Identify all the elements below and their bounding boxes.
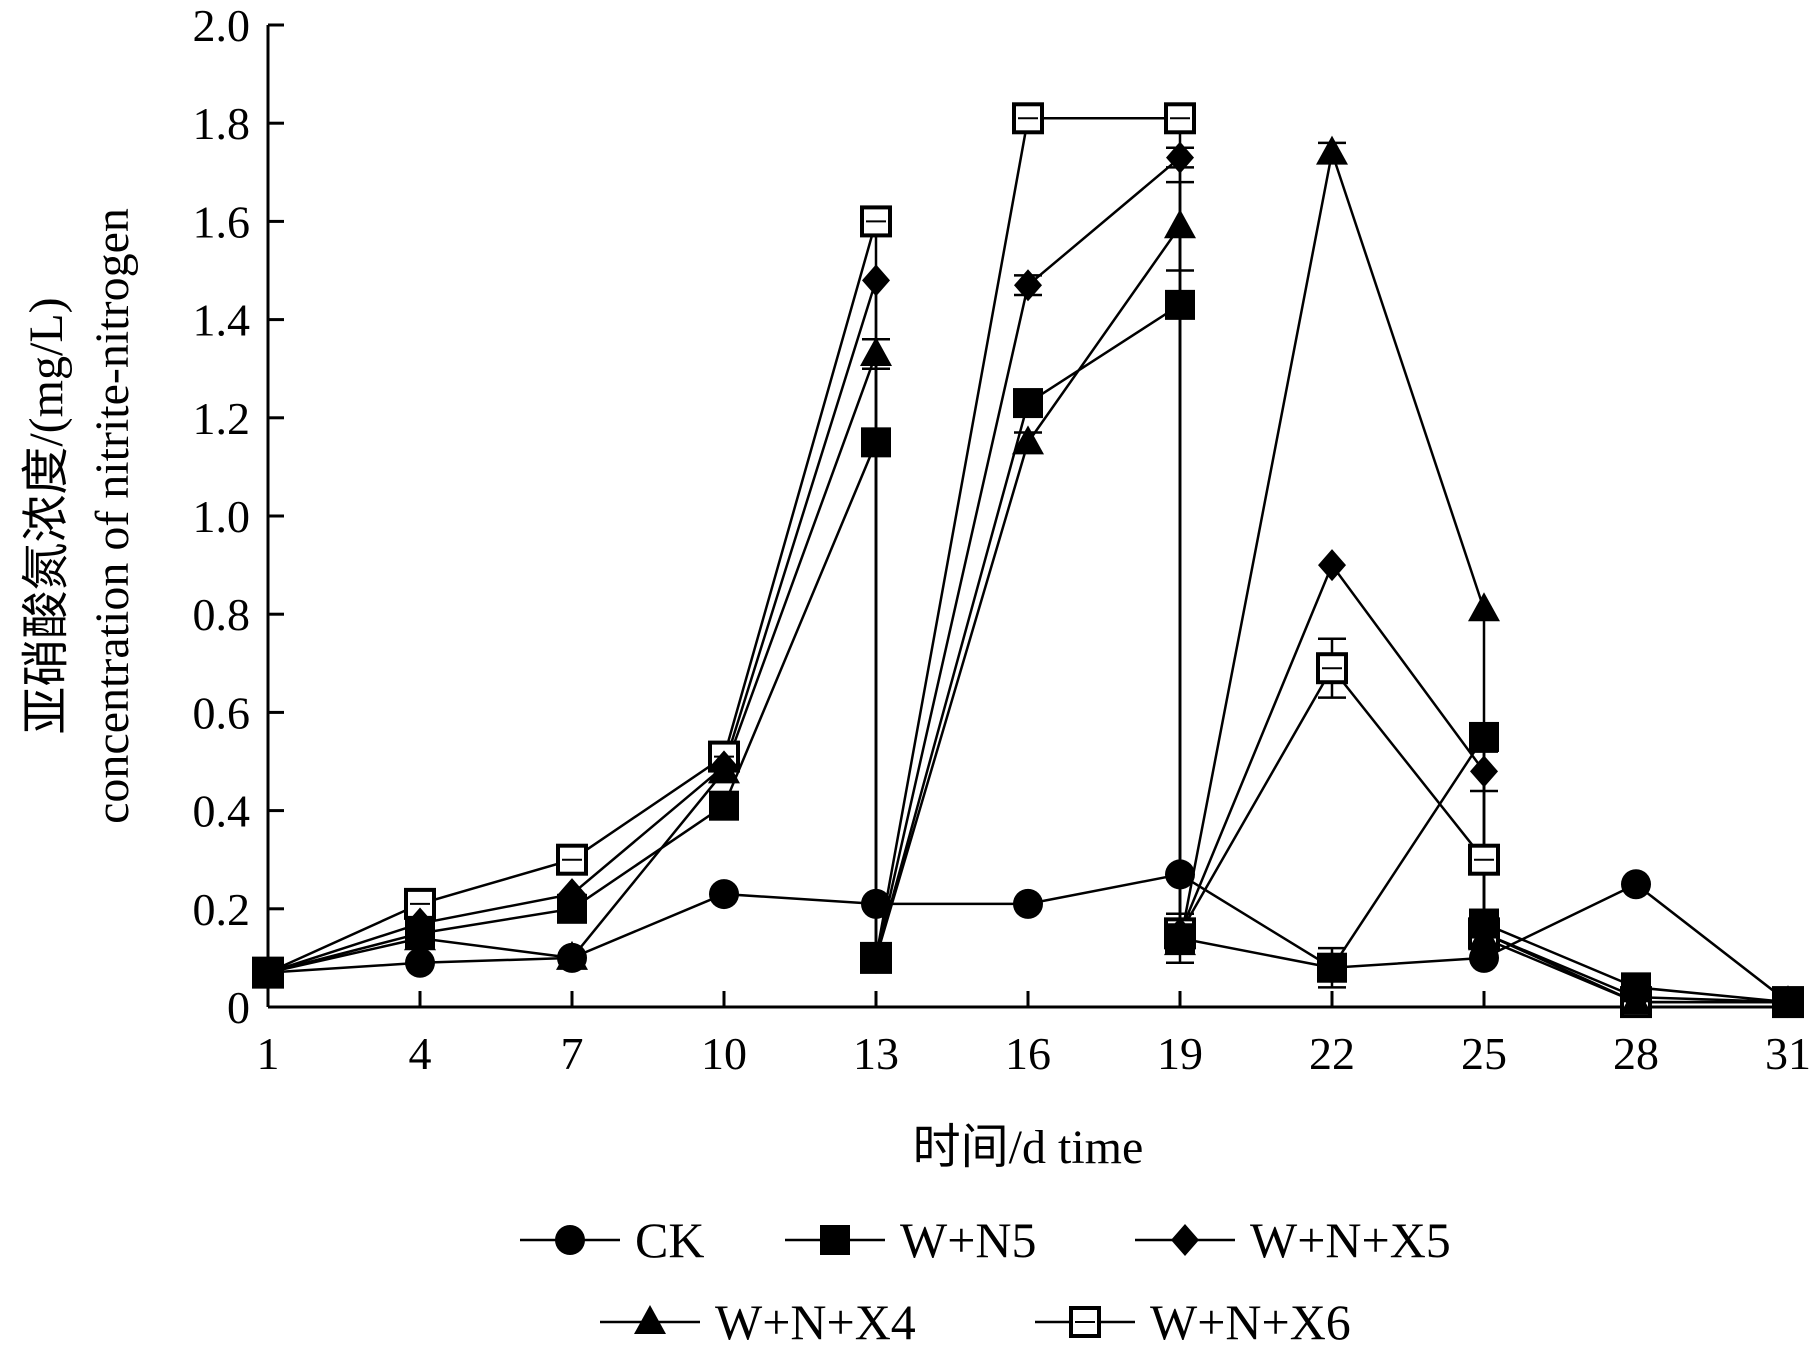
data-point [405, 918, 435, 949]
legend-item: W+N+X5 [1135, 1212, 1451, 1268]
legend: CK W+N5 W+N+X5 W+N+X4 W+N+X6 [520, 1212, 1451, 1346]
data-point [1316, 135, 1348, 165]
data-point [861, 888, 891, 919]
series-lines [267, 117, 1789, 1004]
legend-label: CK [635, 1212, 704, 1268]
data-point [1469, 942, 1499, 973]
data-point [1164, 102, 1196, 135]
data-point [710, 750, 738, 783]
data-point [405, 947, 435, 978]
legend-item: W+N5 [785, 1212, 1037, 1268]
data-point [1621, 972, 1651, 1003]
legend-marker [634, 1305, 666, 1334]
data-point [1468, 592, 1500, 622]
legend-marker [555, 1225, 585, 1255]
x-ticks: 1 4 7 10 13 16 19 22 25 28 31 [257, 991, 1811, 1079]
x-tick-label: 28 [1613, 1028, 1659, 1079]
x-tick-label: 31 [1765, 1028, 1811, 1079]
y-ticks: 0 0.2 0.4 0.6 0.8 1.0 1.2 1.4 1.6 1.8 2.0 [193, 0, 284, 1033]
y-tick-label: 0.2 [193, 884, 251, 935]
y-tick-label: 1.2 [193, 393, 251, 444]
legend-item: W+N+X4 [600, 1294, 916, 1346]
x-tick-label: 25 [1461, 1028, 1507, 1079]
data-point [709, 790, 739, 821]
data-point [1316, 652, 1348, 685]
data-point [1013, 388, 1043, 419]
data-point [1773, 987, 1803, 1018]
legend-item: CK [520, 1212, 704, 1268]
data-point [1166, 141, 1194, 174]
y-axis-title-en: concentration of nitrite-nitrogen [86, 208, 139, 824]
data-point [1318, 549, 1346, 582]
data-point [557, 942, 587, 973]
x-tick-label: 22 [1309, 1028, 1355, 1079]
data-point [1012, 425, 1044, 455]
series-line [267, 117, 1788, 1004]
x-tick-label: 4 [409, 1028, 432, 1079]
axes [266, 25, 1788, 1009]
y-tick-label: 1.6 [193, 196, 251, 247]
data-point [709, 879, 739, 910]
data-point [1164, 209, 1196, 239]
legend-label: W+N+X5 [1250, 1212, 1451, 1268]
y-axis-title-cn: 亚硝酸氮浓度/(mg/L) [20, 297, 73, 734]
data-point [862, 264, 890, 297]
data-point [1468, 843, 1500, 876]
data-point [1012, 102, 1044, 135]
x-tick-label: 10 [701, 1028, 747, 1079]
data-point [861, 427, 891, 458]
data-point [557, 893, 587, 924]
data-point [1014, 269, 1042, 302]
data-point [253, 957, 283, 988]
y-tick-label: 1.4 [193, 295, 251, 346]
y-tick-label: 1.8 [193, 98, 251, 149]
data-point [1165, 289, 1195, 320]
data-point [1469, 908, 1499, 939]
y-tick-label: 0.4 [193, 786, 251, 837]
legend-label: W+N5 [900, 1212, 1037, 1268]
data-point [860, 205, 892, 238]
series-markers [252, 102, 1804, 1019]
data-point [1165, 859, 1195, 890]
data-point [1621, 869, 1651, 900]
y-tick-label: 1.0 [193, 491, 251, 542]
y-tick-label: 0.6 [193, 687, 251, 738]
x-tick-label: 1 [257, 1028, 280, 1079]
y-tick-label: 0.8 [193, 589, 251, 640]
data-point [1469, 721, 1499, 752]
legend-label: W+N+X6 [1150, 1294, 1351, 1346]
legend-item: W+N+X6 [1035, 1294, 1351, 1346]
x-tick-label: 16 [1005, 1028, 1051, 1079]
legend-marker [1171, 1224, 1199, 1256]
series-line [267, 302, 1789, 1004]
data-point [1013, 888, 1043, 919]
legend-marker [820, 1225, 850, 1255]
data-point [1317, 952, 1347, 983]
y-tick-label: 0 [227, 982, 250, 1033]
y-tick-label: 2.0 [193, 0, 251, 51]
data-point [861, 942, 891, 973]
x-axis-title: 时间/d time [913, 1121, 1144, 1174]
data-point [556, 843, 588, 876]
x-tick-label: 13 [853, 1028, 899, 1079]
legend-marker [1069, 1306, 1101, 1338]
data-point [860, 336, 892, 366]
data-point [1470, 755, 1498, 788]
x-tick-label: 7 [561, 1028, 584, 1079]
x-tick-label: 19 [1157, 1028, 1203, 1079]
data-point [1165, 923, 1195, 954]
legend-label: W+N+X4 [715, 1294, 916, 1346]
